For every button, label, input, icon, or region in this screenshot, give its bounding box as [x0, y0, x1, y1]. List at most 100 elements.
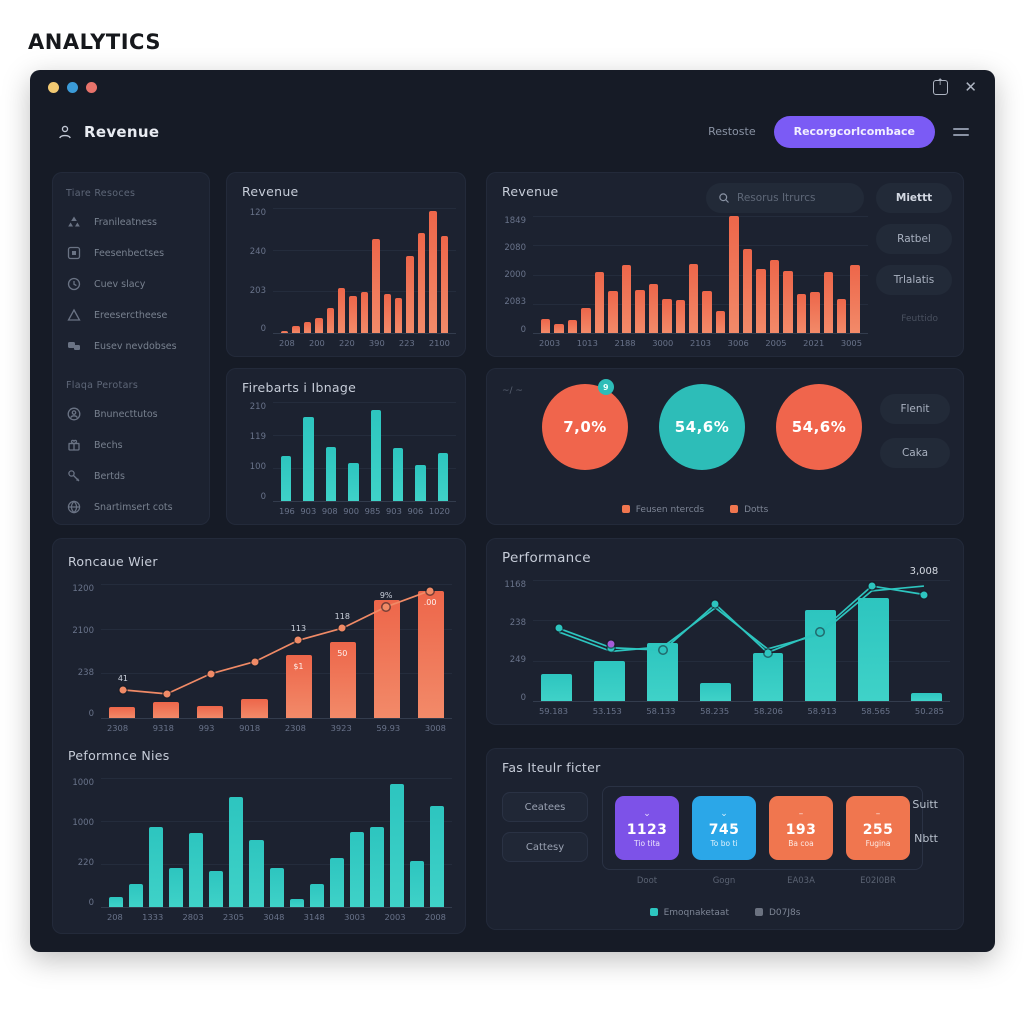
metric-card-3[interactable]: – 193 Ba coa — [769, 796, 833, 860]
bar — [554, 323, 564, 333]
bar — [406, 255, 414, 333]
circle-stats-panel: ~/ ~ 7,0% 9 54,6% 54,6% Flenit Caka Feus… — [486, 368, 964, 525]
filter-left-button-1[interactable]: Ceatees — [502, 792, 588, 822]
metric-card-1[interactable]: ⌄ 1123 Tio tita — [615, 796, 679, 860]
line-marker — [711, 600, 719, 608]
line-marker — [607, 644, 615, 652]
close-dot-icon[interactable] — [86, 81, 97, 93]
bar — [209, 870, 224, 907]
sidebar-item-ereeserctheese[interactable]: Ereeserctheese — [66, 307, 196, 323]
metric-caption-2: Gogn — [712, 876, 736, 886]
panel-title: Roncaue Wier — [68, 554, 158, 569]
bar — [309, 883, 324, 907]
sidebar-item-bechs[interactable]: Bechs — [66, 437, 196, 453]
sidebar-item-franileatness[interactable]: Franileatness — [66, 214, 196, 230]
circle-button-caka[interactable]: Caka — [880, 438, 950, 468]
bar — [635, 289, 645, 333]
bar — [149, 827, 164, 907]
plot-area — [273, 402, 456, 502]
x-axis: 196 903 908 900 985 903 906 1020 — [279, 506, 450, 516]
line-marker — [251, 658, 259, 666]
globe-icon — [67, 500, 81, 514]
sidebar-item-cuev-slacy[interactable]: Cuev slacy — [66, 276, 196, 292]
bar — [315, 318, 323, 333]
menu-icon[interactable] — [953, 127, 969, 136]
line-marker — [659, 646, 667, 654]
bar — [430, 806, 445, 907]
y-axis: 1000 1000 220 0 — [72, 778, 94, 909]
filter-button-miettt[interactable]: Miettt — [876, 183, 952, 213]
y-axis: 1849 2080 2000 2083 0 — [504, 216, 526, 335]
bar — [169, 868, 184, 907]
primary-cta-button[interactable]: Recorgcorlcombace — [773, 115, 935, 148]
bar — [370, 409, 381, 501]
bar — [329, 857, 344, 907]
bar — [675, 300, 685, 333]
bar — [593, 661, 625, 701]
filter-right-button-1[interactable]: Suitt — [912, 798, 938, 811]
plot-area — [533, 216, 868, 334]
sidebar-item-bnunecttutos[interactable]: Bnunecttutos — [66, 406, 196, 422]
bar — [360, 291, 369, 333]
page-title: ANALYTICS — [28, 30, 161, 54]
metric-value: 255 — [862, 821, 894, 838]
metric-card-2[interactable]: ⌄ 745 To bo ti — [692, 796, 756, 860]
search-box[interactable] — [706, 183, 864, 213]
bar — [369, 827, 384, 907]
sidebar-item-bertds[interactable]: Bertds — [66, 468, 196, 484]
filter-right-button-2[interactable]: Nbtt — [914, 832, 938, 845]
bar — [395, 298, 403, 333]
usage-chart: 210 119 100 0 196 903 908 900 985 903 906 1020 — [236, 402, 456, 517]
metric-value: 193 — [785, 821, 817, 838]
line-marker — [920, 591, 928, 599]
filter-left-button-2[interactable]: Cattesy — [502, 832, 588, 862]
bar — [796, 294, 807, 333]
revenue-big-chart: 1849 2080 2000 2083 0 2003 1013 2188 3000 2103 300… — [496, 216, 868, 349]
plot-area — [101, 778, 452, 908]
bar — [409, 860, 424, 907]
sidebar-section-label: Tiare Resoces — [66, 188, 136, 199]
sidebar-item-snartimsert[interactable]: Snartimsert cots — [66, 499, 196, 515]
restore-icon[interactable] — [933, 78, 949, 95]
circle-button-flenit[interactable]: Flenit — [880, 394, 950, 424]
maximize-dot-icon[interactable] — [67, 81, 78, 93]
filter-button-ratbel[interactable]: Ratbel — [876, 224, 952, 254]
bar — [836, 299, 847, 333]
revenue-small-panel: Revenue 120 240 203 0 208 200 220 390 223 2100 — [226, 172, 466, 357]
panel-title: Fas Iteulr ficter — [502, 760, 601, 775]
key-icon — [68, 470, 80, 482]
legend-item: Dotts — [730, 505, 768, 515]
gift-icon — [68, 439, 80, 451]
header-link[interactable]: Restoste — [708, 125, 756, 138]
bar — [389, 784, 404, 907]
bar — [440, 235, 449, 333]
bar — [541, 674, 572, 701]
x-axis: 208 1333 2803 2305 3048 3148 3003 2003 2008 — [107, 912, 446, 922]
search-input[interactable] — [737, 192, 847, 204]
titlebar: ✕ — [30, 70, 995, 104]
line-marker — [207, 670, 215, 678]
chart-annotation: 3,008 — [909, 566, 939, 578]
bar — [702, 290, 712, 333]
panel-title: Revenue — [502, 184, 559, 199]
metric-card-4[interactable]: – 255 Fugina — [846, 796, 910, 860]
bar — [417, 233, 426, 333]
line-marker — [764, 649, 772, 657]
sidebar-item-eusev-nevdobses[interactable]: Eusev nevdobses — [66, 338, 196, 354]
close-icon[interactable]: ✕ — [964, 77, 977, 96]
sidebar-item-feesenbectses[interactable]: Feesenbectses — [66, 245, 196, 261]
minimize-dot-icon[interactable] — [48, 81, 59, 93]
panel-title: Revenue — [242, 184, 299, 199]
plot-area: 3,008 — [533, 566, 950, 702]
bar — [823, 272, 833, 333]
bar — [109, 707, 136, 718]
plot-area: 41 113 118 9% $1 50.00 — [101, 584, 452, 719]
line-marker — [426, 587, 434, 595]
panel-title: Peformnce Nies — [68, 748, 170, 763]
bar — [373, 600, 400, 718]
faint-label: Feuttido — [901, 314, 938, 324]
stat-value: 54,6% — [791, 418, 847, 436]
bar — [383, 294, 392, 333]
extra-marker — [607, 640, 615, 648]
filter-button-trlalatis[interactable]: Trlalatis — [876, 265, 952, 295]
